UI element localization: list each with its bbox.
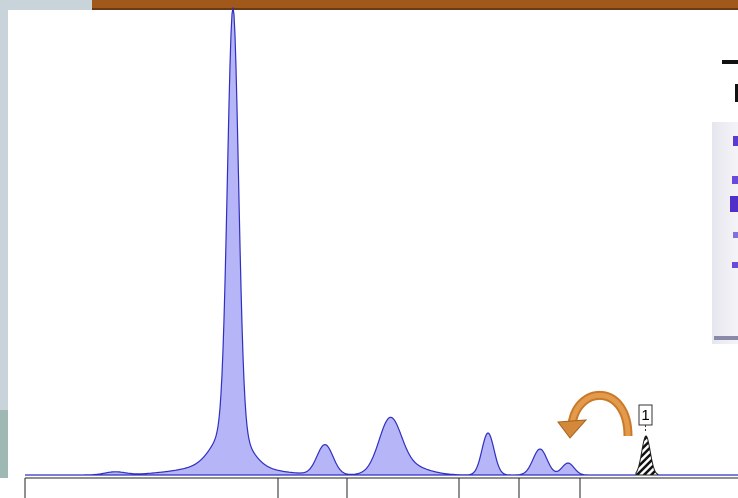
gel-image [712,60,738,344]
header-bar [92,0,738,10]
trace-area [25,7,636,476]
gel-band [732,262,738,268]
arrow-head [557,419,588,439]
gel-band [733,232,738,238]
density-trace [25,7,738,476]
selected-peak [635,435,659,476]
gel-band [733,136,738,146]
gel-band [732,176,738,184]
gel-edge [714,336,738,340]
header-bar-edge [92,8,738,10]
lane-dividers [24,477,738,498]
arrow-curve-highlight [569,393,631,437]
peak-label: 1 [641,407,649,424]
gel-mark [735,84,738,102]
frame-accent [0,410,8,478]
gel-mark [722,60,738,64]
frame-left [0,0,8,410]
frame-top [0,0,92,10]
gel-band [730,196,738,212]
